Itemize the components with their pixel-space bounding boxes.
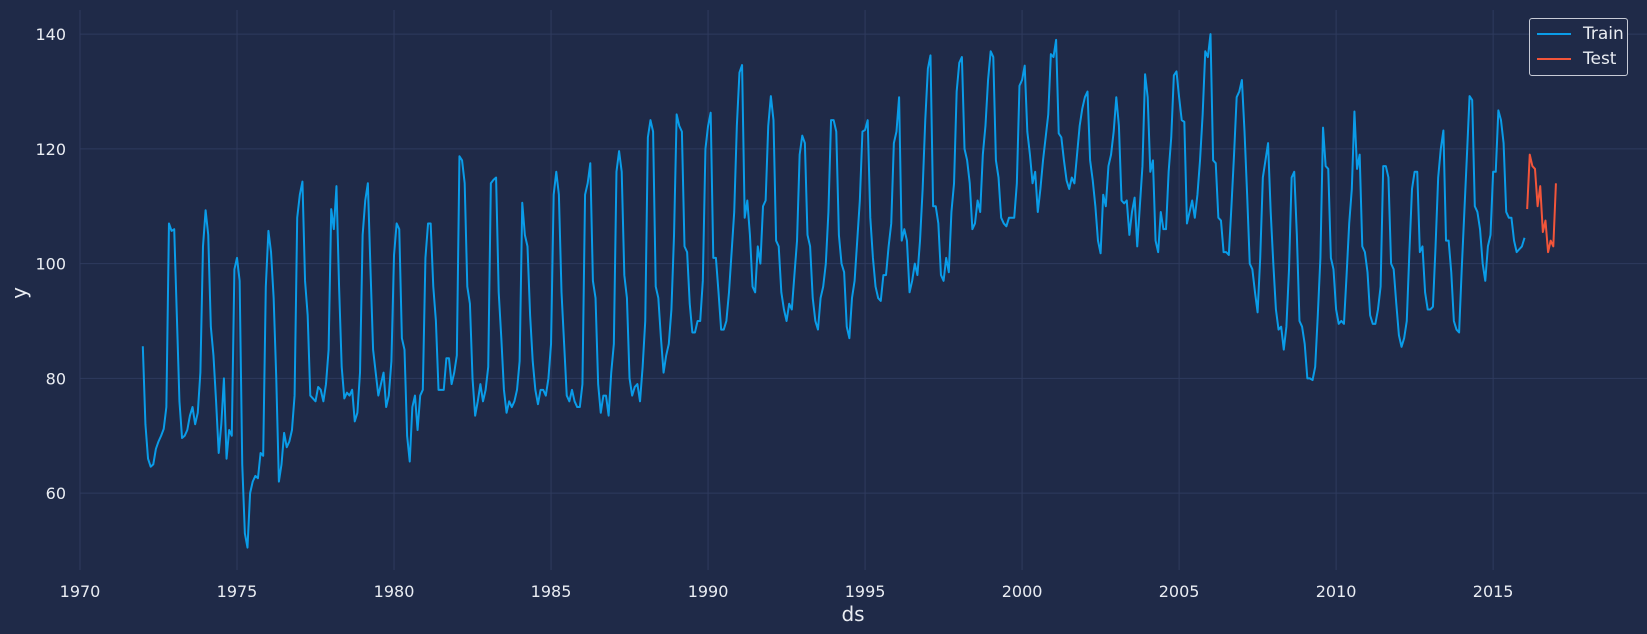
legend-label-test: Test [1583,49,1617,69]
y-axis-label: y [7,287,31,299]
series-line-test [1526,153,1557,254]
y-tick-label: 120 [35,140,66,159]
x-tick-label: 1995 [845,582,886,601]
x-axis-label: ds [841,602,864,626]
y-axis-ticks: 60 80 100 120 140 [35,25,66,503]
y-tick-label: 140 [35,25,66,44]
series-line-train [141,33,1526,549]
y-tick-label: 80 [46,369,66,388]
x-tick-label: 1975 [217,582,258,601]
x-tick-label: 1985 [531,582,572,601]
grid [79,10,1647,570]
x-tick-label: 1980 [374,582,415,601]
x-tick-label: 2015 [1473,582,1514,601]
x-tick-label: 2000 [1002,582,1043,601]
y-tick-label: 60 [46,484,66,503]
x-axis-ticks: 1970 1975 1980 1985 1990 1995 2000 2005 2010 2015 [60,582,1514,601]
legend-label-train: Train [1583,24,1624,44]
x-tick-label: 2005 [1159,582,1200,601]
legend-item-test: Test [1537,48,1616,70]
series-layer [141,33,1557,549]
y-tick-label: 100 [35,255,66,274]
legend-item-train: Train [1537,23,1624,45]
x-tick-label: 2010 [1316,582,1357,601]
legend: Train Test [1529,18,1628,76]
x-tick-label: 1990 [688,582,729,601]
legend-swatch-train [1537,33,1571,35]
x-tick-label: 1970 [60,582,101,601]
legend-swatch-test [1537,58,1571,60]
